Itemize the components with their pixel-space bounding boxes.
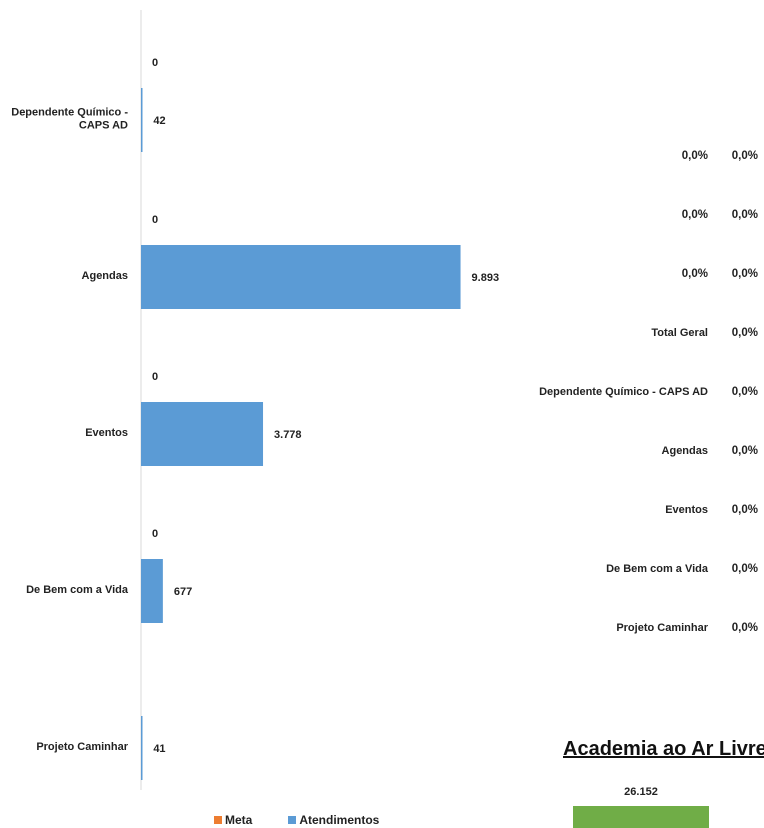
legend-label-atendimentos: Atendimentos — [299, 813, 380, 827]
side-table-row-percent: 0,0% — [731, 386, 758, 398]
value-label-atendimentos-dependente-quimico-caps-ad: 42 — [153, 115, 165, 127]
side-table-row-percent: 0,0% — [681, 268, 708, 280]
side-table-row-label: Agendas — [661, 445, 708, 457]
side-table-row: 0,0% 0,0% — [658, 147, 758, 165]
side-table-row-percent: 0,0% — [681, 150, 708, 162]
category-label-dependente-quimico-caps-ad-line-2: CAPS AD — [79, 120, 128, 132]
side-table-row-extra-percent: 0,0% — [731, 268, 758, 280]
legend-swatch-meta — [214, 816, 222, 824]
category-label-dependente-quimico-caps-ad-line-1: Dependente Químico - — [11, 107, 128, 119]
side-table-row: De Bem com a Vida 0,0% — [606, 560, 758, 578]
bar-atendimentos-agendas — [141, 245, 461, 309]
side-table-row: 0,0% 0,0% — [658, 206, 758, 224]
category-label-eventos: Eventos — [85, 427, 128, 439]
side-table-row-percent: 0,0% — [731, 504, 758, 516]
side-table-row-label: Total Geral — [651, 327, 708, 339]
bar-atendimentos-eventos — [141, 402, 264, 466]
legend-label-meta: Meta — [225, 813, 253, 827]
academia-bar — [573, 806, 709, 828]
side-table-row: Agendas 0,0% — [662, 442, 758, 460]
category-label-de-bem-com-a-vida: De Bem com a Vida — [26, 584, 129, 596]
value-label-atendimentos-projeto-caminhar: 41 — [153, 743, 165, 755]
category-label-agendas: Agendas — [82, 270, 128, 282]
side-table-row: Total Geral 0,0% — [651, 324, 758, 342]
side-table-row-percent: 0,0% — [731, 563, 758, 575]
side-table-row: 0,0% 0,0% — [658, 265, 758, 283]
legend: Meta Atendimentos — [214, 813, 415, 827]
legend-item-atendimentos: Atendimentos — [288, 813, 379, 827]
side-table-row-label: De Bem com a Vida — [606, 563, 708, 575]
bar-atendimentos-de-bem-com-a-vida — [141, 559, 163, 623]
side-table-row: Projeto Caminhar 0,0% — [616, 619, 758, 637]
legend-swatch-atendimentos — [288, 816, 297, 824]
value-label-atendimentos-agendas: 9.893 — [472, 272, 500, 284]
side-table-row-percent: 0,0% — [731, 445, 758, 457]
bar-atendimentos-dependente-quimico-caps-ad — [141, 88, 143, 152]
value-label-meta-agendas: 0 — [152, 214, 158, 226]
value-label-meta-de-bem-com-a-vida: 0 — [152, 528, 158, 540]
side-table-row-label: Projeto Caminhar — [616, 622, 708, 634]
side-table-row: Eventos 0,0% — [665, 501, 758, 519]
bar-atendimentos-projeto-caminhar — [141, 716, 143, 780]
category-label-projeto-caminhar: Projeto Caminhar — [36, 741, 128, 753]
side-table-row: Dependente Químico - CAPS AD 0,0% — [539, 383, 758, 401]
legend-item-meta: Meta — [214, 813, 252, 827]
side-table-row-percent: 0,0% — [731, 622, 758, 634]
side-table-row-percent: 0,0% — [681, 209, 708, 221]
side-table-row-label: Dependente Químico - CAPS AD — [539, 386, 708, 398]
academia-value-label: 26.152 — [624, 786, 658, 798]
side-table-row-percent: 0,0% — [731, 327, 758, 339]
value-label-meta-eventos: 0 — [152, 371, 158, 383]
value-label-meta-dependente-quimico-caps-ad: 0 — [152, 57, 158, 69]
value-label-atendimentos-de-bem-com-a-vida: 677 — [174, 586, 192, 598]
side-table-row-label: Eventos — [665, 504, 708, 516]
side-table-row-extra-percent: 0,0% — [731, 150, 758, 162]
academia-title: Academia ao Ar Livre — [563, 738, 764, 760]
side-table-row-extra-percent: 0,0% — [731, 209, 758, 221]
value-label-atendimentos-eventos: 3.778 — [274, 429, 302, 441]
